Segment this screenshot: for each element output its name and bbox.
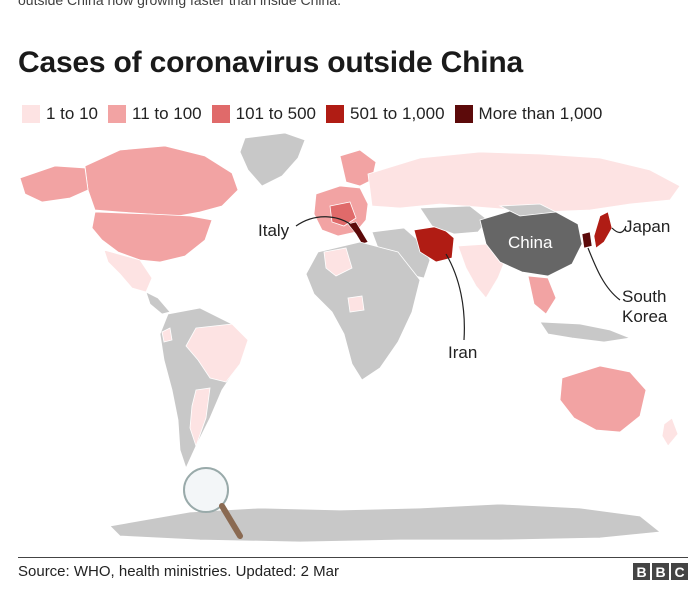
label-korea: Korea <box>622 307 668 326</box>
legend-item-more-than-1000: More than 1,000 <box>454 104 603 124</box>
legend-label: 101 to 500 <box>235 104 316 123</box>
bbc-logo-letter: B <box>652 563 669 580</box>
australia <box>559 365 647 433</box>
nigeria <box>347 295 365 313</box>
japan-leader-line <box>611 225 627 234</box>
legend-swatch <box>108 105 126 123</box>
magnifier-icon <box>183 467 243 539</box>
korea-leader-line <box>587 247 621 301</box>
legend-label: 1 to 10 <box>46 104 98 123</box>
north-africa <box>323 247 353 277</box>
label-south: South <box>622 287 666 306</box>
southeast-asia <box>527 275 557 315</box>
chart-title: Cases of coronavirus outside China <box>18 46 523 79</box>
france-germany <box>329 201 357 227</box>
legend-item-501-1000: 501 to 1,000 <box>326 104 445 124</box>
mongolia <box>498 203 558 217</box>
world-map: Italy China Japan South Korea Iran <box>0 128 700 553</box>
label-italy: Italy <box>258 221 290 240</box>
ecuador <box>161 327 173 343</box>
argentina <box>189 387 211 448</box>
italy-leader-line <box>295 216 351 227</box>
iran-leader-line <box>445 253 465 341</box>
antarctica <box>109 503 662 543</box>
central-asia <box>419 205 489 235</box>
legend-item-11-100: 11 to 100 <box>108 104 202 124</box>
canada <box>84 145 239 217</box>
label-japan: Japan <box>624 217 670 236</box>
japan <box>593 211 613 249</box>
legend-swatch <box>22 105 40 123</box>
bbc-logo-letter: B <box>633 563 650 580</box>
world-map-svg: Italy China Japan South Korea Iran <box>19 132 681 543</box>
russia <box>367 151 681 213</box>
bbc-logo-letter: C <box>671 563 688 580</box>
legend-item-101-500: 101 to 500 <box>211 104 316 124</box>
legend-swatch <box>454 105 473 123</box>
usa <box>91 211 213 263</box>
legend-label: More than 1,000 <box>478 104 603 123</box>
label-china: China <box>508 233 553 252</box>
intro-text: outside China now growing faster than in… <box>18 0 341 8</box>
africa <box>305 241 421 381</box>
indonesia <box>539 321 632 343</box>
legend-label: 11 to 100 <box>132 104 202 123</box>
new-zealand <box>661 417 679 447</box>
label-iran: Iran <box>448 343 477 362</box>
bbc-logo: B B C <box>631 563 688 580</box>
legend-swatch <box>211 105 230 123</box>
footer-divider <box>18 557 688 558</box>
legend-label: 501 to 1,000 <box>350 104 445 123</box>
greenland <box>239 132 306 187</box>
mexico <box>103 249 153 293</box>
south-korea <box>581 231 593 249</box>
legend-swatch <box>326 105 344 123</box>
legend-item-1-10: 1 to 10 <box>22 104 98 124</box>
source-text: Source: WHO, health ministries. Updated:… <box>18 563 339 580</box>
italy <box>347 221 369 245</box>
legend: 1 to 10 11 to 100 101 to 500 501 to 1,00… <box>22 104 612 124</box>
alaska <box>19 165 89 203</box>
central-america <box>145 291 171 315</box>
brazil <box>185 323 249 383</box>
